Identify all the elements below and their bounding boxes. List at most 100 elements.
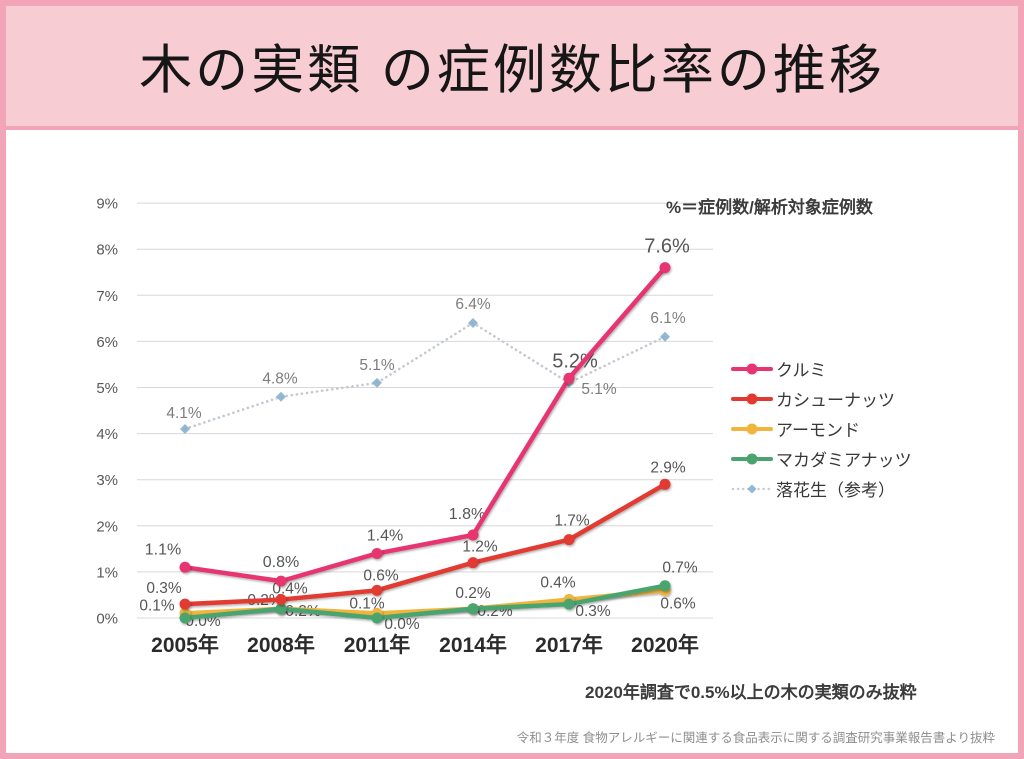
slide-header: 木の実類 の症例数比率の推移 [6, 6, 1018, 130]
legend-point-marker [746, 423, 758, 434]
y-tick-label: 2% [96, 518, 118, 535]
point-marker [467, 603, 479, 615]
x-axis-label: 2005年 [151, 633, 219, 657]
data-label: 6.4% [455, 296, 491, 313]
legend-label: 落花生（参考） [776, 481, 895, 500]
y-tick-label: 3% [96, 472, 118, 489]
point-marker [275, 575, 287, 587]
legend-point-marker [746, 453, 758, 464]
series-path [183, 321, 667, 431]
data-label: 4.1% [166, 405, 202, 422]
x-axis-label: 2008年 [247, 633, 315, 657]
data-label: 0.1% [139, 597, 175, 614]
data-label: 1.4% [367, 527, 403, 544]
source-note: 令和３年度 食物アレルギーに関連する食品表示に関する調査研究事業報告書より抜粋 [516, 731, 995, 745]
x-axis-label: 2017年 [535, 633, 603, 657]
chart-annotation: %＝症例数/解析対象症例数 [666, 198, 873, 217]
legend-diamond-marker [747, 484, 757, 493]
data-label: 0.0% [384, 616, 420, 633]
legend-swatch [731, 423, 773, 434]
legend-label: マカダミアナッツ [776, 451, 912, 470]
data-label: 0.6% [660, 595, 696, 612]
data-label: 1.1% [145, 541, 181, 558]
x-axis-label: 2011年 [344, 633, 411, 657]
point-marker [563, 598, 575, 610]
data-label: 0.8% [263, 554, 299, 571]
data-label: 5.1% [359, 357, 395, 374]
chart-area: 0% 1% 2% 3% 4% 5% 6% 7% 8% 9% 2005年 2008年 2011年 2014年… [6, 143, 1018, 753]
point-marker [179, 598, 191, 610]
y-tick-label: 5% [96, 380, 118, 397]
legend-item-cashew: カシューナッツ [731, 388, 912, 410]
point-marker [179, 612, 191, 624]
legend-item-macadamia: マカダミアナッツ [731, 448, 912, 470]
point-marker [563, 534, 575, 546]
point-marker [275, 603, 287, 615]
chart-filter-note: 2020年調査で0.5%以上の木の実類のみ抜粋 [585, 683, 917, 702]
point-marker [467, 557, 479, 569]
data-label: 1.8% [449, 506, 485, 523]
y-axis-tick-labels: 0% 1% 2% 3% 4% 5% 6% 7% 8% 9% [96, 196, 118, 628]
y-tick-label: 8% [96, 242, 118, 259]
legend-swatch [731, 393, 773, 404]
point-marker [371, 547, 383, 559]
legend-item-peanut: 落花生（参考） [731, 478, 912, 500]
y-tick-label: 0% [96, 611, 118, 628]
series-line-walnut [179, 262, 671, 587]
legend-swatch [731, 453, 773, 464]
y-tick-label: 7% [96, 288, 118, 305]
legend-item-walnut: クルミ [731, 358, 912, 380]
y-tick-label: 1% [96, 564, 118, 581]
point-marker [371, 612, 383, 624]
x-axis-labels: 2005年 2008年 2011年 2014年 2017年 2020年 [151, 633, 699, 657]
data-label: 5.1% [581, 381, 617, 398]
series-path [182, 265, 668, 584]
data-label: 2.9% [650, 459, 686, 476]
series-line-macadamia [179, 580, 671, 624]
diamond-marker [372, 377, 382, 388]
page-title: 木の実類 の症例数比率の推移 [139, 41, 885, 100]
diamond-marker [276, 391, 286, 402]
line-chart: 0% 1% 2% 3% 4% 5% 6% 7% 8% 9% 2005年 2008年 2011年 2014年… [96, 196, 713, 657]
point-marker [275, 594, 287, 606]
legend-swatch [731, 363, 773, 374]
point-marker [563, 372, 575, 384]
series-path [182, 482, 668, 607]
point-marker [659, 478, 671, 490]
data-label: 6.1% [650, 310, 686, 327]
x-axis-label: 2020年 [631, 633, 699, 657]
point-marker [659, 580, 671, 592]
series-line-cashew [179, 478, 671, 610]
data-label: 0.2% [455, 585, 491, 602]
series-line-peanut [180, 317, 670, 434]
legend-label: カシューナッツ [776, 391, 895, 410]
legend-label: アーモンド [776, 421, 860, 440]
data-label: 0.3% [575, 603, 611, 620]
data-label: 0.6% [363, 567, 399, 584]
diamond-marker [660, 331, 670, 342]
diamond-marker [468, 317, 478, 328]
legend-label: クルミ [776, 361, 827, 380]
diamond-marker [180, 423, 190, 434]
data-label: 0.3% [146, 580, 182, 597]
legend-swatch [731, 484, 773, 493]
data-label: 0.4% [540, 575, 576, 592]
y-tick-label: 6% [96, 334, 118, 351]
chart-legend: クルミカシューナッツ アーモンドマカダミアナッツ 落花生（参考） [731, 358, 912, 500]
legend-point-marker [746, 363, 758, 374]
y-tick-label: 4% [96, 426, 118, 443]
data-label: 4.8% [262, 371, 298, 388]
point-marker [467, 529, 479, 541]
x-axis-label: 2014年 [439, 633, 507, 657]
data-label: 0.7% [662, 560, 698, 577]
data-label: 1.7% [554, 513, 590, 530]
point-marker [179, 561, 191, 573]
y-tick-label: 9% [96, 196, 118, 213]
legend-point-marker [746, 393, 758, 404]
data-label: 7.6% [644, 236, 690, 258]
legend-item-almond: アーモンド [731, 418, 912, 440]
point-marker [371, 584, 383, 596]
series-path [182, 583, 668, 621]
gridlines [137, 202, 713, 619]
